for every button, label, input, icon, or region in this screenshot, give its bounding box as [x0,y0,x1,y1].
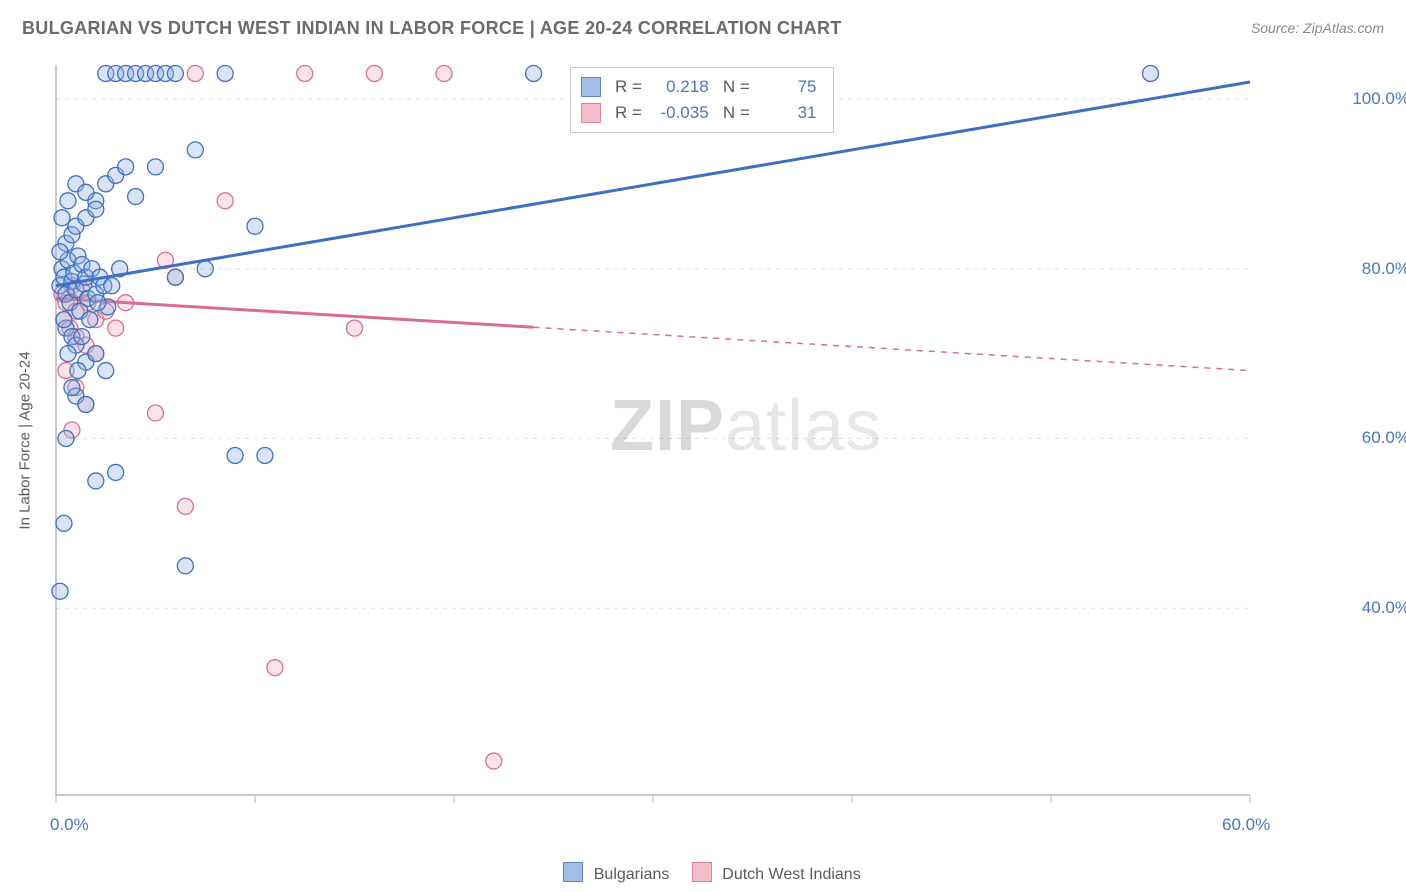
y-axis-label-container: In Labor Force | Age 20-24 [10,55,40,825]
n-label: N = [723,77,750,97]
legend-swatch-b [692,862,712,882]
r-value-b: -0.035 [647,103,709,123]
scatter-plot: R = 0.218 N = 75 R = -0.035 N = 31 ZIPat… [50,55,1340,825]
y-tick-label: 100.0% [1352,89,1406,109]
stats-row-b: R = -0.035 N = 31 [581,100,817,126]
source-attribution: Source: ZipAtlas.com [1251,20,1384,36]
n-value-a: 75 [755,77,817,97]
y-tick-label: 40.0% [1362,598,1406,618]
swatch-series-b [581,103,601,123]
y-tick-label: 80.0% [1362,259,1406,279]
correlation-stats-box: R = 0.218 N = 75 R = -0.035 N = 31 [570,67,834,133]
plot-svg [50,55,1340,825]
r-label: R = [615,77,642,97]
legend-label-a: Bulgarians [594,866,670,883]
r-value-a: 0.218 [647,77,709,97]
y-tick-label: 60.0% [1362,428,1406,448]
x-tick-label: 60.0% [1222,815,1270,835]
legend-swatch-a [563,862,583,882]
legend-label-b: Dutch West Indians [722,866,860,883]
swatch-series-a [581,77,601,97]
chart-title: BULGARIAN VS DUTCH WEST INDIAN IN LABOR … [22,18,842,38]
r-label: R = [615,103,642,123]
n-value-b: 31 [755,103,817,123]
x-tick-label: 0.0% [50,815,89,835]
y-axis-label: In Labor Force | Age 20-24 [17,351,34,529]
legend: Bulgarians Dutch West Indians [0,862,1406,884]
stats-row-a: R = 0.218 N = 75 [581,74,817,100]
n-label: N = [723,103,750,123]
